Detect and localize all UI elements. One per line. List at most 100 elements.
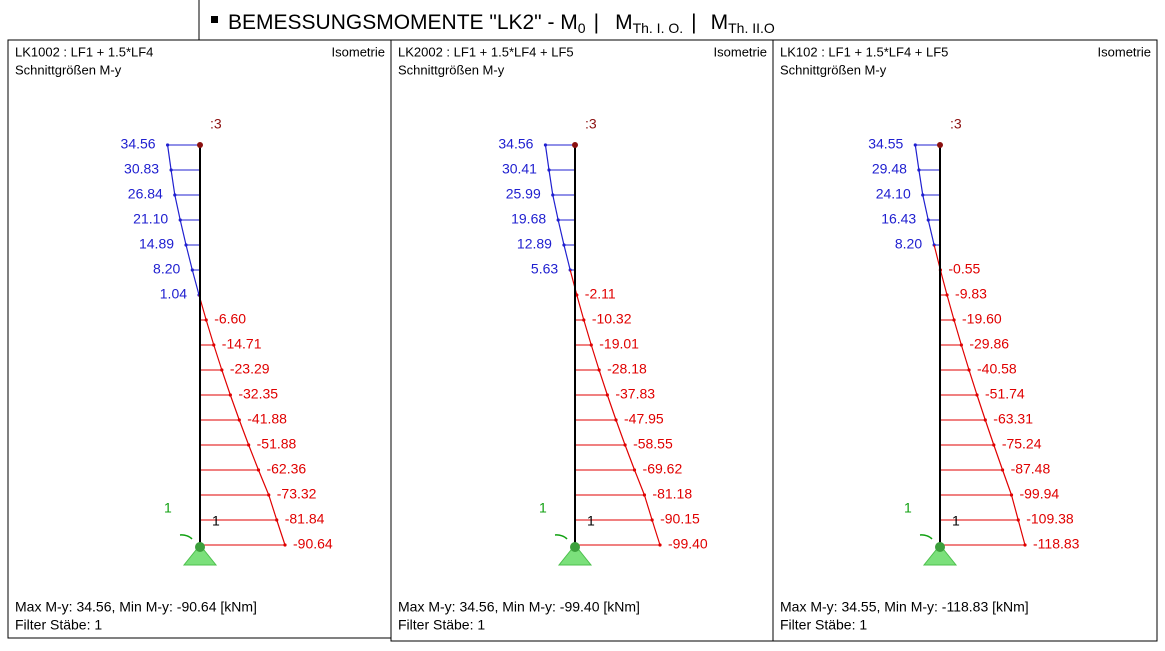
moment-outline [248,444,260,471]
moment-label: -41.88 [247,411,287,427]
moment-outline [939,269,948,296]
combo-label: LK102 : LF1 + 1.5*LF4 + LF5 [780,44,948,59]
combo-label: LK1002 : LF1 + 1.5*LF4 [15,44,153,59]
moment-label: -62.36 [266,461,306,477]
moment-label: -75.24 [1002,436,1042,452]
hinge [195,542,205,552]
moment-label: 34.56 [121,136,156,152]
moment-outline [1017,519,1026,546]
moment-label: 1.04 [160,286,187,302]
moment-label: -32.35 [238,386,278,402]
moment-label: -51.88 [257,436,297,452]
moment-point [173,193,177,197]
support [182,544,218,566]
moment-outline [170,169,176,196]
moment-label: 8.20 [895,236,922,252]
moment-outline [968,369,978,396]
moment-outline [185,244,193,271]
moment-label: -9.83 [955,286,987,302]
moment-outline [276,519,286,546]
rotation-symbol [919,534,933,540]
moment-label: -29.86 [969,336,1009,352]
moment-label: -14.71 [222,336,262,352]
member-number: 1 [212,513,220,529]
moment-label: -90.64 [293,536,333,552]
moment-label: -51.74 [985,386,1025,402]
moment-outline [651,519,661,546]
moment-outline [229,394,240,421]
moment-outline [179,219,187,246]
hinge [935,542,945,552]
moment-outline [1010,494,1019,521]
moment-outline [563,244,571,271]
node [937,142,943,148]
moment-label: -0.55 [948,261,980,277]
moment-label: 30.83 [124,161,159,177]
moment-label: 19.68 [511,211,546,227]
moment-label: 8.20 [153,261,180,277]
moment-point [165,143,170,147]
moment-outline [166,144,172,171]
node-label: :3 [950,116,962,132]
moment-outline [268,494,278,521]
panel-frame [390,39,774,642]
moment-label: 34.55 [868,136,903,152]
node-label: :3 [585,116,597,132]
title-sub: 0 [578,20,586,36]
title-m: M [711,11,729,34]
view-label: Isometrie [714,44,767,59]
moment-label: -10.32 [592,311,632,327]
moment-outline [598,369,608,396]
title-m: M [615,11,633,34]
moment-label: -81.84 [285,511,325,527]
moment-outline [221,369,231,396]
moment-label: -19.60 [962,311,1002,327]
footer-filter: Filter Stäbe: 1 [15,617,102,633]
moment-label: 29.48 [872,161,907,177]
moment-label: 30.41 [502,161,537,177]
view-label: Isometrie [1098,44,1151,59]
moment-label: -58.55 [633,436,673,452]
title-main: BEMESSUNGSMOMENTE "LK2" - M [228,11,578,34]
moment-outline [238,419,250,446]
title-sep: | [691,11,696,34]
moment-label: 34.56 [498,136,533,152]
panel-frame [772,39,1158,642]
moment-point [283,543,287,547]
moment-label: -73.32 [277,486,317,502]
moment-outline [984,419,995,446]
moment-outline [993,444,1004,471]
combo-label: LK2002 : LF1 + 1.5*LF4 + LF5 [398,44,574,59]
moment-label: 16.43 [881,211,916,227]
moment-outline [606,394,617,421]
moment-outline [544,144,550,171]
moment-outline [615,419,626,446]
moment-label: -23.29 [230,361,270,377]
moment-outline [174,194,181,221]
moment-outline [633,469,645,496]
moment-label: -109.38 [1026,511,1074,527]
moment-outline [590,344,600,371]
moment-outline [576,294,585,321]
moment-outline [205,319,215,346]
moment-label: 5.63 [531,261,558,277]
moment-label: -99.94 [1019,486,1059,502]
moment-outline [914,144,920,171]
moment-outline [557,219,565,246]
moment-outline [953,319,962,346]
moment-point [1023,543,1027,547]
moment-label: -69.62 [643,461,683,477]
title-bullet [211,16,218,23]
moment-label: -19.01 [599,336,639,352]
moment-point [658,543,662,547]
moment-label: -6.60 [214,311,246,327]
moment-label: -63.31 [993,411,1033,427]
moment-outline [976,394,986,421]
moment-outline [922,194,929,221]
moment-label: -47.95 [624,411,664,427]
moment-outline [548,169,554,196]
member-label: 1 [539,500,547,516]
node [197,142,203,148]
moment-label: 12.89 [517,236,552,252]
